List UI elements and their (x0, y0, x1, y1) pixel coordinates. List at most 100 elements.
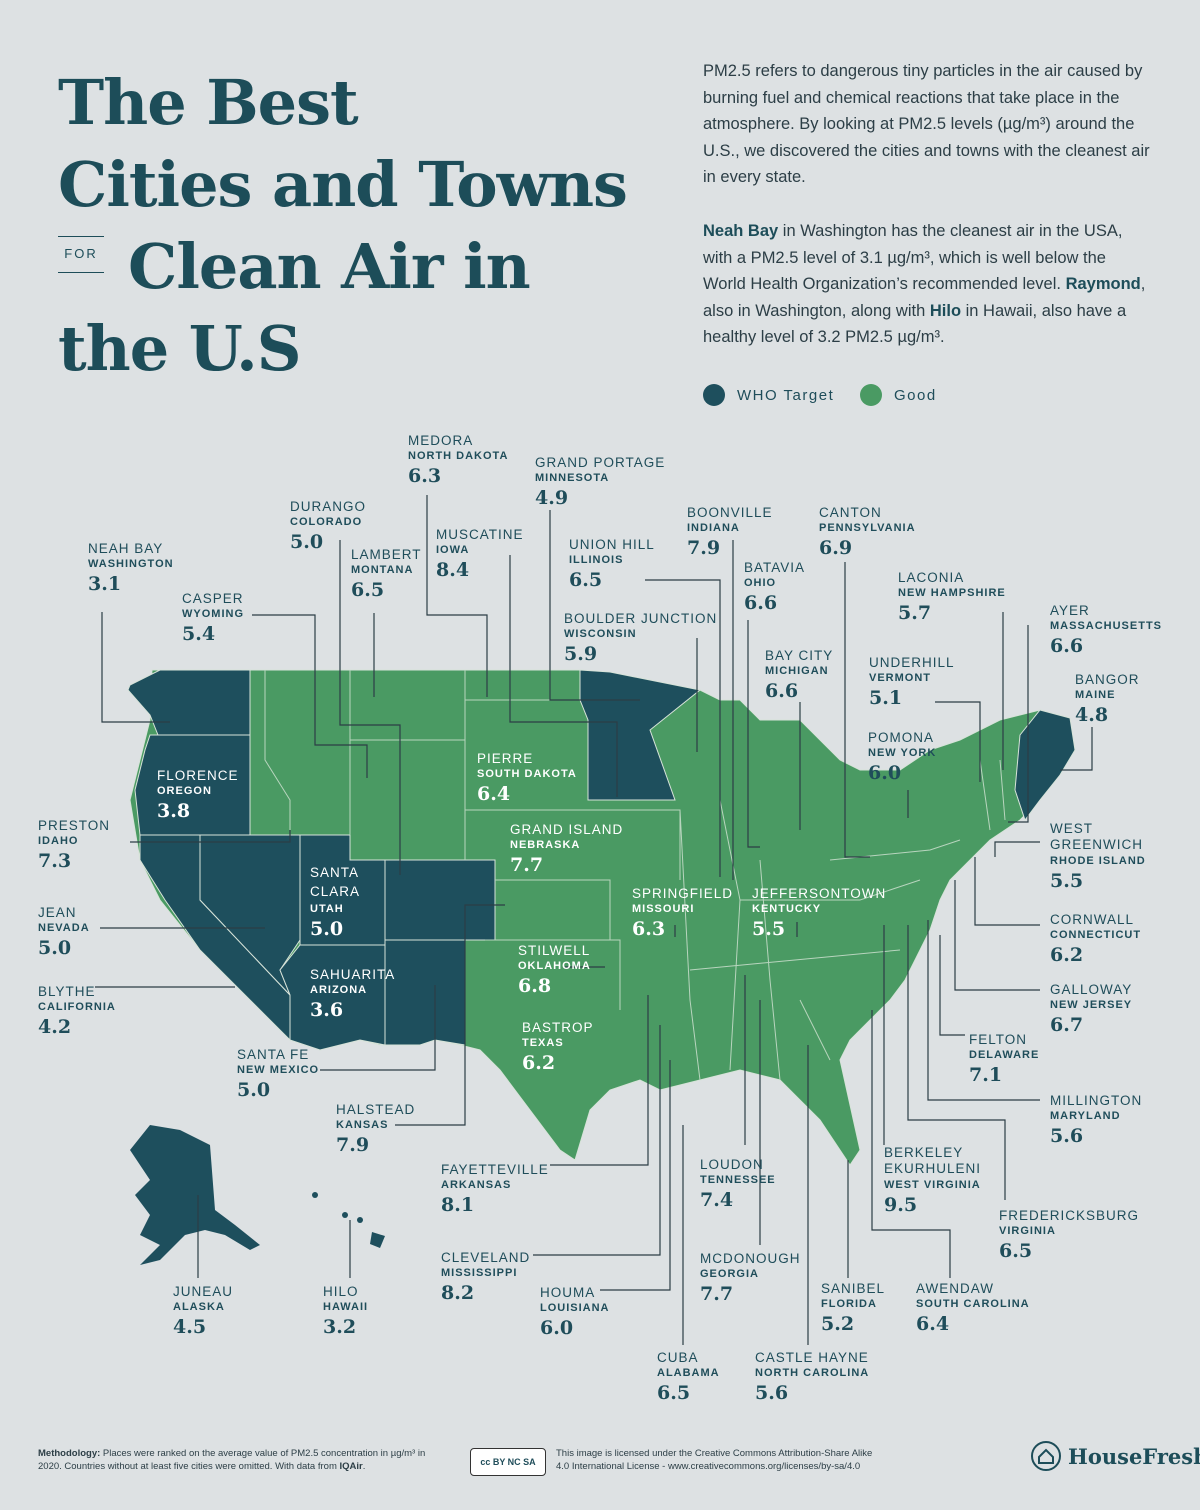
city-name: MCDONOUGH (700, 1251, 801, 1266)
city-name: GRAND ISLAND (510, 822, 624, 837)
city-name: MEDORA (408, 433, 474, 448)
leader-houma (600, 1060, 671, 1291)
pm25-value: 6.8 (518, 974, 552, 997)
pm25-value: 6.0 (540, 1316, 574, 1339)
pm25-value: 6.6 (1050, 634, 1084, 657)
legend-good-label: Good (894, 386, 937, 404)
label-medora: MEDORA NORTH DAKOTA 6.3 (408, 434, 508, 486)
state-name: LOUISIANA (540, 1301, 610, 1314)
leader-bangor (1060, 727, 1093, 771)
brand-name: HouseFresh (1068, 1443, 1200, 1469)
state-name: OKLAHOMA (518, 959, 591, 972)
pm25-value: 5.7 (898, 601, 932, 624)
house-icon (1031, 1441, 1061, 1471)
leader-medora (426, 495, 488, 697)
state-minnesota (579, 669, 702, 801)
pm25-value: 6.4 (477, 782, 511, 805)
label-santa-fe: SANTA FE NEW MEXICO 5.0 (237, 1048, 319, 1100)
city-name: CASTLE HAYNE (755, 1350, 869, 1365)
city-name: GALLOWAY (1050, 982, 1133, 997)
pm25-value: 4.8 (1075, 703, 1109, 726)
label-awendaw: AWENDAW SOUTH CAROLINA 6.4 (916, 1282, 1030, 1334)
city-name: HILO (323, 1284, 359, 1299)
label-sanibel: SANIBEL FLORIDA 5.2 (821, 1282, 885, 1334)
pm25-value: 7.9 (336, 1133, 370, 1156)
methodology-text: Places were ranked on the average value … (38, 1448, 426, 1472)
pm25-value: 7.7 (700, 1282, 734, 1305)
leader-fayetteville (550, 995, 649, 1166)
city-name: AWENDAW (916, 1281, 994, 1296)
city-name: LACONIA (898, 570, 965, 585)
state-name: IOWA (436, 543, 470, 556)
state-name: WYOMING (182, 607, 244, 620)
pm25-value: 5.0 (290, 530, 324, 553)
highlight-neah-bay: Neah Bay (703, 222, 779, 240)
title-line-2: Cities and Towns (58, 148, 628, 221)
city-name: PIERRE (477, 751, 534, 766)
city-name: POMONA (868, 730, 935, 745)
leader-union-hill (645, 579, 721, 877)
city-name: CASPER (182, 591, 244, 606)
highlight-hilo: Hilo (929, 301, 962, 320)
state-name: MICHIGAN (765, 664, 829, 677)
leader-grand-portage (549, 510, 640, 701)
methodology-note: Methodology: Places were ranked on the a… (38, 1447, 448, 1473)
pm25-value: 6.5 (657, 1381, 691, 1404)
border-line (495, 879, 611, 940)
intro-paragraph-2: Neah Bay in Washington has the cleanest … (703, 218, 1153, 351)
pm25-value: 9.5 (884, 1194, 918, 1216)
label-grand-island: GRAND ISLAND NEBRASKA 7.7 (510, 823, 623, 875)
border-line (999, 759, 1006, 821)
label-cornwall: CORNWALL CONNECTICUT 6.2 (1050, 913, 1141, 965)
label-blythe: BLYTHE CALIFORNIA 4.2 (38, 985, 116, 1037)
pm25-value: 6.5 (569, 568, 603, 591)
state-name: NORTH DAKOTA (408, 449, 509, 462)
leader-casper (252, 614, 368, 778)
legend-who-dot (703, 384, 725, 406)
city-name: BERKELEY EKURHULENI (884, 1145, 982, 1176)
label-union-hill: UNION HILL ILLINOIS 6.5 (569, 538, 655, 590)
cc-badge-text: cc BY NC SA (480, 1457, 536, 1467)
pm25-value: 5.5 (1050, 870, 1084, 892)
city-name: SANTA CLARA (310, 865, 361, 899)
pm25-value: 4.2 (38, 1015, 72, 1038)
city-name: JUNEAU (173, 1284, 234, 1299)
highlight-raymond: Raymond (1065, 275, 1141, 293)
pm25-value: 5.1 (869, 686, 903, 709)
title-for: FOR (58, 236, 104, 273)
state-washington (127, 669, 251, 736)
leader-santa-fe (320, 985, 436, 1071)
label-boulder-junction: BOULDER JUNCTION WISCONSIN 5.9 (564, 612, 717, 664)
state-alaska (130, 1125, 260, 1265)
label-cleveland: CLEVELAND MISSISSIPPI 8.2 (441, 1251, 530, 1303)
city-name: JEFFERSONTOWN (752, 886, 887, 901)
pm25-value: 3.1 (88, 572, 122, 595)
pm25-value: 6.7 (1050, 1013, 1084, 1036)
state-name: HAWAII (323, 1300, 369, 1313)
leader-preston (130, 830, 291, 843)
pm25-value: 6.2 (1050, 943, 1084, 966)
city-name: SAHUARITA (310, 967, 396, 982)
city-name: GRAND PORTAGE (535, 455, 666, 470)
state-name: ARKANSAS (441, 1178, 512, 1191)
leader-muscatine (509, 555, 618, 797)
label-castle-hayne: CASTLE HAYNE NORTH CAROLINA 5.6 (755, 1351, 869, 1403)
leader-awendaw (871, 1010, 951, 1278)
state-name: VERMONT (869, 671, 931, 684)
label-neah-bay: NEAH BAY WASHINGTON 3.1 (88, 542, 174, 594)
title-line-4: the U.S (58, 312, 301, 385)
city-name: AYER (1050, 603, 1090, 618)
state-name: MINNESOTA (535, 471, 610, 484)
city-name: BATAVIA (744, 560, 806, 575)
methodology-source: IQAir (339, 1461, 363, 1472)
pm25-value: 5.4 (182, 622, 216, 645)
label-preston: PRESTON IDAHO 7.3 (38, 819, 110, 871)
state-name: ARIZONA (310, 983, 368, 996)
label-fredericksburg: FREDERICKSBURG VIRGINIA 6.5 (999, 1209, 1139, 1261)
label-cuba: CUBA ALABAMA 6.5 (657, 1351, 720, 1403)
leader-durango (339, 540, 401, 875)
city-name: HALSTEAD (336, 1102, 416, 1117)
state-name: ALABAMA (657, 1366, 720, 1379)
state-name: SOUTH DAKOTA (477, 767, 577, 780)
pm25-value: 4.5 (173, 1315, 207, 1338)
